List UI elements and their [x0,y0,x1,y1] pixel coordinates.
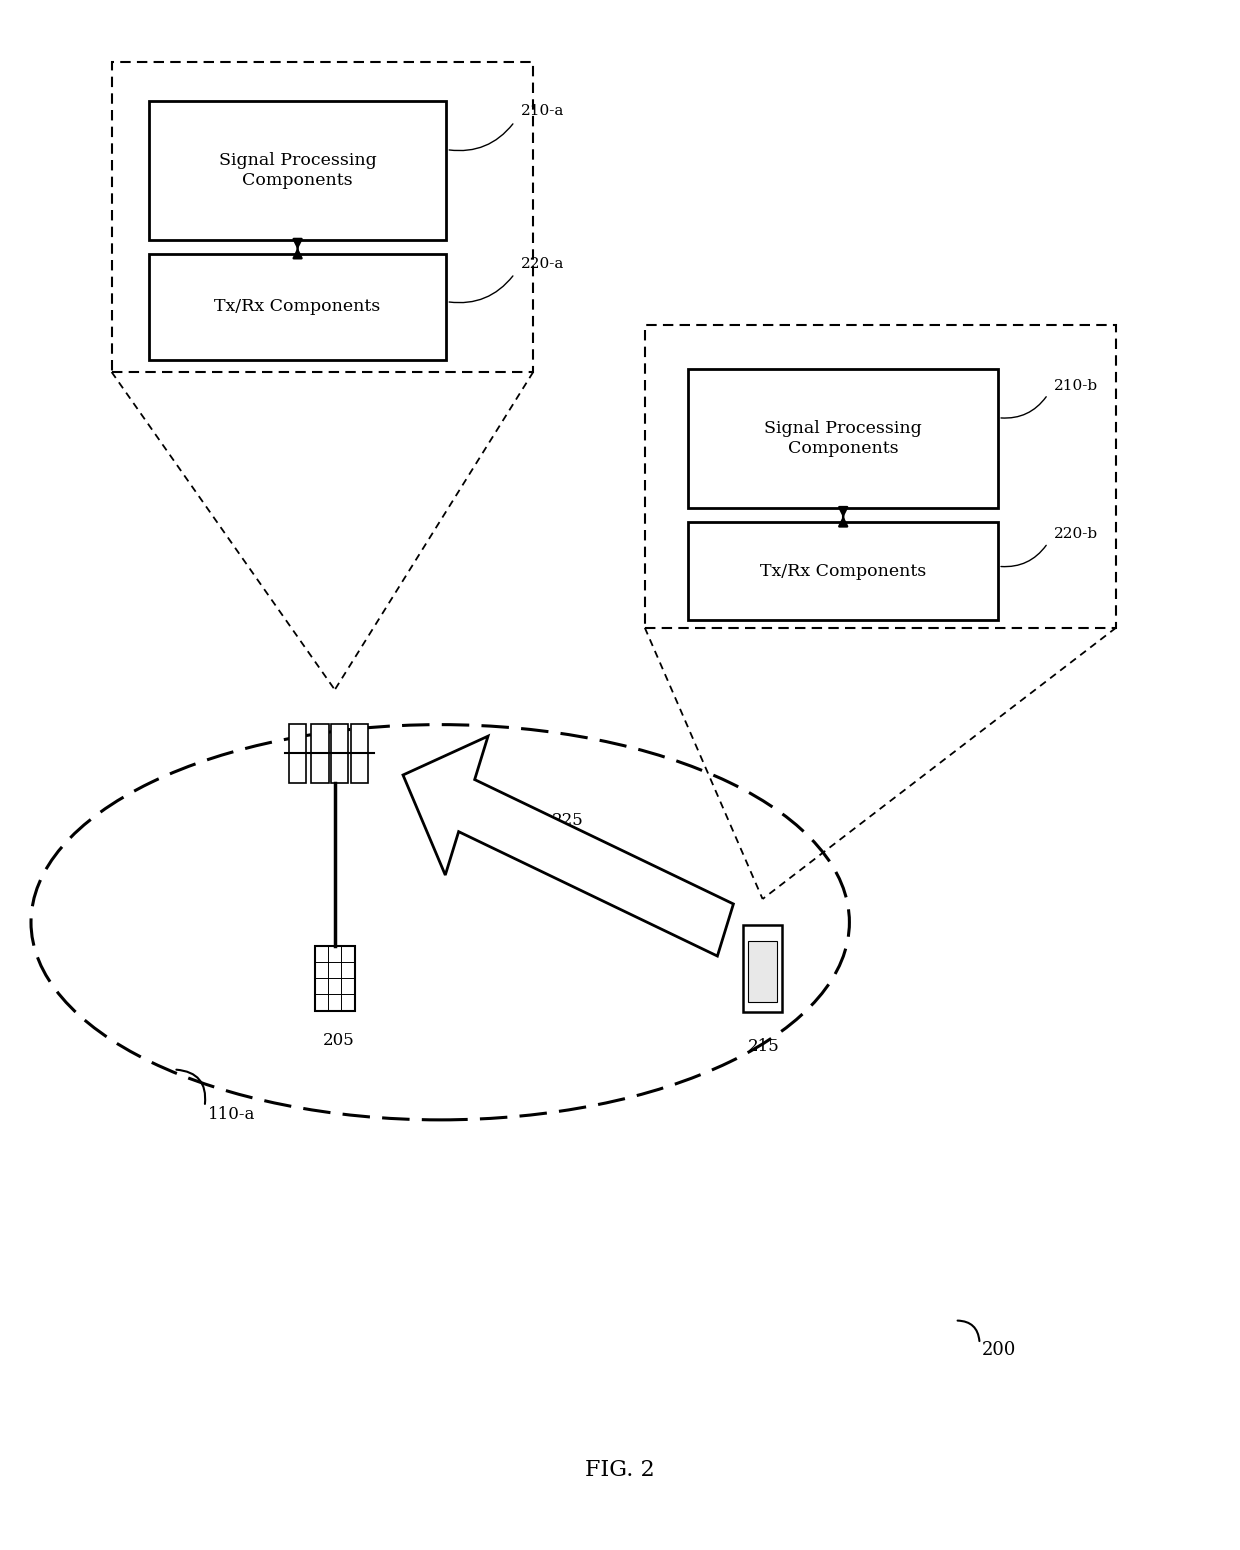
Bar [149,101,446,240]
Bar [311,724,329,783]
Text: 220-b: 220-b [1054,527,1099,541]
Bar [688,522,998,620]
Text: Tx/Rx Components: Tx/Rx Components [760,563,926,580]
Text: 210-a: 210-a [521,104,564,118]
Bar [743,925,782,1012]
Text: 200: 200 [982,1341,1017,1359]
Bar [331,724,348,783]
Text: FIG. 2: FIG. 2 [585,1459,655,1480]
Text: 225: 225 [552,812,584,829]
Text: 220-a: 220-a [521,257,564,271]
Bar [748,941,777,1001]
Text: 110-a: 110-a [208,1107,255,1124]
Text: Signal Processing
Components: Signal Processing Components [764,420,923,457]
Bar [351,724,368,783]
Text: 210-b: 210-b [1054,378,1099,392]
Text: 215: 215 [748,1038,780,1056]
Bar [149,254,446,360]
Bar [688,369,998,508]
Bar [315,946,355,1011]
Text: 205: 205 [322,1032,355,1049]
Bar [112,62,533,372]
Text: Tx/Rx Components: Tx/Rx Components [215,299,381,315]
Bar [645,326,1116,628]
Text: Signal Processing
Components: Signal Processing Components [218,152,377,189]
Polygon shape [403,736,733,956]
Bar [289,724,306,783]
